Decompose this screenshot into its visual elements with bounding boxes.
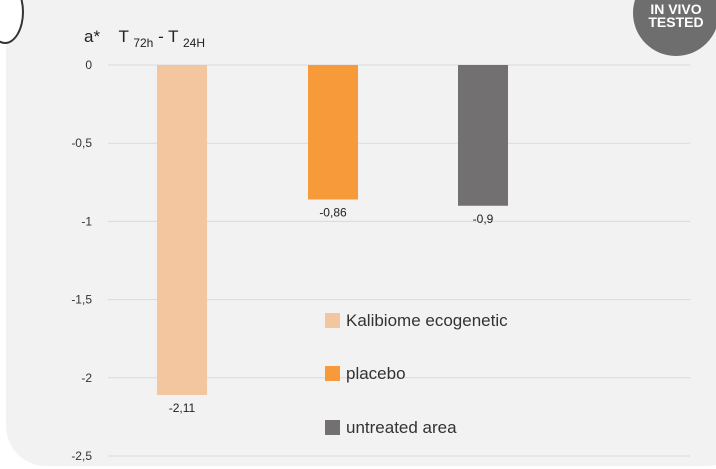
- bar: [157, 65, 207, 396]
- legend-label: untreated area: [346, 418, 457, 437]
- in-vivo-tested-badge: IN VIVO TESTED: [633, 0, 716, 56]
- axis-title-mid: - T: [158, 27, 178, 46]
- y-tick-labels: 0 -0,5 -1 -1,5 -2 -2,5: [71, 58, 92, 463]
- legend: Kalibiome ecogenetic placebo untreated are…: [325, 311, 508, 437]
- badge-line-2: TESTED: [648, 14, 704, 30]
- y-tick-label: -0,5: [71, 136, 92, 150]
- legend-swatch: [325, 366, 340, 381]
- axis-title-a: a*: [84, 27, 100, 46]
- data-label: -2,11: [169, 401, 196, 415]
- data-labels: -2,11 -0,86 -0,9: [169, 206, 494, 416]
- axis-title-sub1: 72h: [133, 36, 153, 50]
- data-label: -0,9: [473, 212, 494, 226]
- legend-label: placebo: [346, 364, 406, 383]
- axis-title-t1: T: [119, 27, 129, 46]
- y-axis-title: a* T 72h - T 24H: [84, 27, 205, 51]
- bars: [157, 65, 508, 396]
- bar: [308, 65, 358, 200]
- data-label: -0,86: [319, 206, 347, 220]
- y-tick-label: -1: [81, 214, 92, 228]
- y-tick-label: 0: [85, 58, 92, 72]
- legend-swatch: [325, 313, 340, 328]
- y-tick-label: -1,5: [71, 293, 92, 307]
- bar: [458, 65, 508, 206]
- y-tick-label: -2,5: [71, 449, 92, 463]
- chart-panel: [6, 0, 716, 466]
- legend-label: Kalibiome ecogenetic: [346, 311, 508, 330]
- axis-title-sub2: 24H: [183, 36, 205, 50]
- legend-swatch: [325, 420, 340, 435]
- badge-line-1: IN VIVO: [650, 1, 702, 17]
- y-tick-label: -2: [81, 371, 92, 385]
